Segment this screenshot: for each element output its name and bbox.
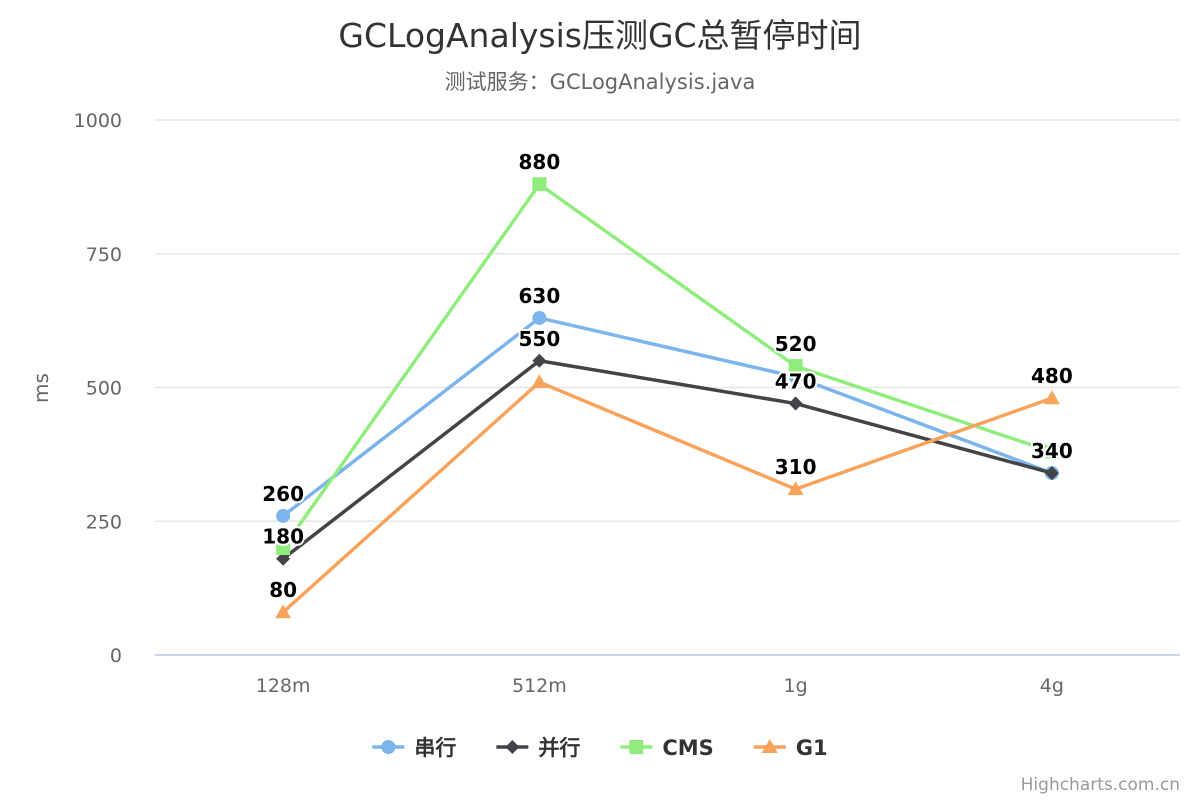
data-point xyxy=(788,369,803,384)
series-cms xyxy=(276,177,1059,555)
data-point xyxy=(532,310,547,325)
legend-marker xyxy=(505,740,520,754)
x-axis-ticks: 128m 512m 1g 4g xyxy=(256,675,1064,697)
data-label: 550 xyxy=(519,327,561,351)
y-tick-label: 1000 xyxy=(74,110,122,132)
legend-item[interactable]: 并行 xyxy=(496,736,580,760)
data-label: 880 xyxy=(519,150,561,174)
legend-item[interactable]: CMS xyxy=(620,736,714,760)
data-point xyxy=(1044,466,1059,481)
data-point xyxy=(532,177,547,192)
data-point xyxy=(788,359,803,374)
data-label: 630 xyxy=(519,284,561,308)
x-tick-label: 512m xyxy=(512,675,567,697)
data-point xyxy=(531,374,548,389)
legend-item[interactable]: 串行 xyxy=(372,736,456,760)
legend-label: 并行 xyxy=(538,736,580,760)
data-label: 470 xyxy=(775,370,817,394)
series-group xyxy=(275,177,1060,619)
series-line xyxy=(281,359,1054,561)
y-axis-ticks: 0 250 500 750 1000 xyxy=(74,110,122,667)
x-tick-label: 1g xyxy=(784,675,808,697)
legend-item[interactable]: G1 xyxy=(753,736,828,760)
series-line xyxy=(281,380,1054,614)
series-line xyxy=(281,182,1054,550)
y-axis-title: ms xyxy=(29,373,53,403)
data-point xyxy=(276,541,291,555)
data-label: 480 xyxy=(1031,364,1073,388)
y-tick-label: 250 xyxy=(86,511,122,533)
data-point xyxy=(532,353,547,368)
data-point xyxy=(276,508,291,523)
data-point xyxy=(275,604,292,619)
data-label: 520 xyxy=(775,332,817,356)
chart-title: GCLogAnalysis压测GC总暂停时间 xyxy=(338,16,861,55)
legend-marker xyxy=(761,739,778,753)
data-label: 310 xyxy=(775,455,817,479)
y-tick-label: 750 xyxy=(86,244,122,266)
legend: 串行 并行 CMS G1 xyxy=(372,736,828,760)
data-label: 340 xyxy=(1031,439,1073,463)
legend-label: CMS xyxy=(662,736,713,760)
series-series-0 xyxy=(276,310,1059,523)
data-label: 260 xyxy=(262,482,304,506)
data-labels: 260 630 180 550 470 340 880 520 80 310 480 xyxy=(260,148,1075,604)
y-tick-label: 0 xyxy=(110,645,122,667)
y-tick-label: 500 xyxy=(86,378,122,400)
data-point xyxy=(1043,390,1060,405)
grid-lines xyxy=(155,119,1180,656)
series-series-1 xyxy=(276,353,1059,566)
series-g1 xyxy=(275,374,1060,619)
x-tick-label: 128m xyxy=(256,675,311,697)
series-line xyxy=(281,316,1054,518)
data-point xyxy=(787,481,804,496)
legend-marker xyxy=(629,740,644,754)
chart-subtitle: 测试服务：GCLogAnalysis.java xyxy=(445,70,756,94)
data-point xyxy=(276,551,291,566)
legend-marker xyxy=(381,740,396,754)
data-point xyxy=(788,396,803,411)
legend-label: 串行 xyxy=(414,736,456,760)
legend-label: G1 xyxy=(796,736,828,760)
data-label: 80 xyxy=(269,578,297,602)
credits-link[interactable]: Highcharts.com.cn xyxy=(1021,775,1180,795)
data-label: 180 xyxy=(262,525,304,549)
data-point xyxy=(1044,444,1059,459)
x-tick-label: 4g xyxy=(1040,675,1064,697)
